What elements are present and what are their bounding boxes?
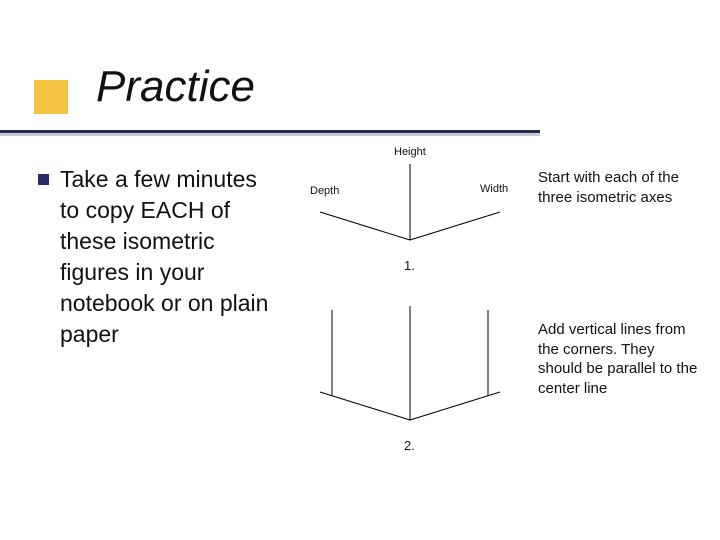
note-step-1: Start with each of the three isometric a… [538, 168, 693, 207]
accent-square [34, 80, 68, 114]
slide-body: Take a few minutes to copy EACH of these… [0, 150, 720, 540]
bullet-icon [38, 174, 49, 185]
label-step-1: 1. [404, 258, 415, 273]
title-underline-light [0, 133, 540, 136]
main-bullet-text: Take a few minutes to copy EACH of these… [60, 164, 270, 350]
slide-header: Practice [0, 0, 720, 150]
note-step-2: Add vertical lines from the corners. The… [538, 320, 698, 398]
label-step-2: 2. [404, 438, 415, 453]
diagram-2-axes-with-verticals [290, 300, 510, 440]
diagram-1-axes [290, 150, 510, 260]
page-title: Practice [96, 62, 255, 112]
